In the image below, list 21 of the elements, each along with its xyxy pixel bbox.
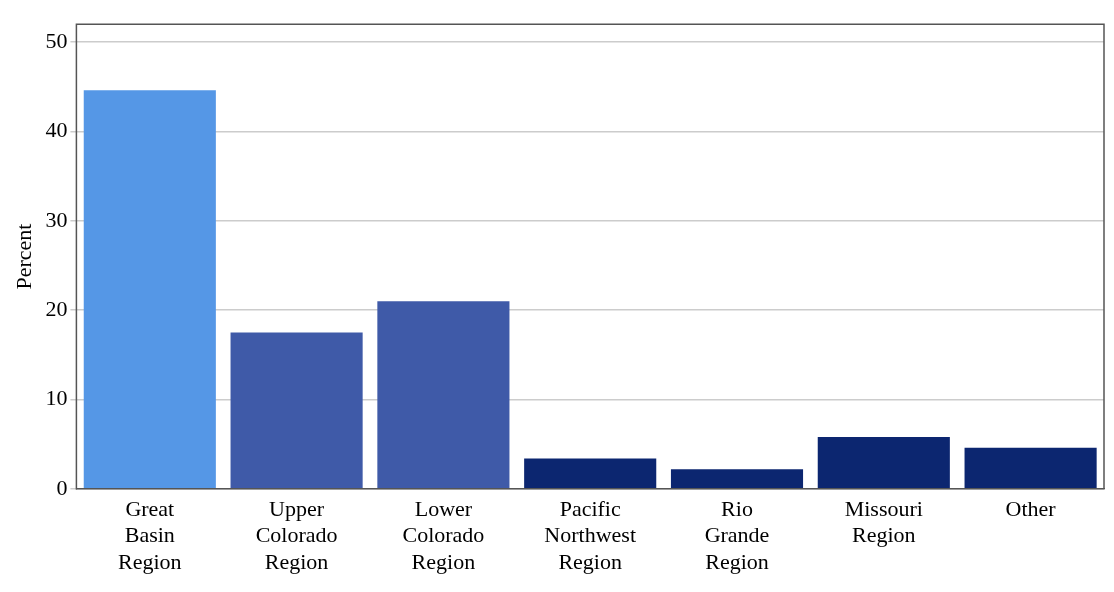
y-tick-label: 0 [56,474,68,500]
bar [230,332,363,489]
bar [964,447,1097,489]
bar [817,436,950,489]
bar [377,301,510,489]
y-tick-label: 10 [45,385,68,411]
y-axis-title: Percent [10,223,36,290]
y-tick-label: 40 [45,117,68,143]
x-tick-label: Upper Colorado Region [255,495,338,574]
x-tick-label: Missouri Region [844,495,923,548]
x-tick-label: Great Basin Region [118,495,182,574]
x-tick-label: Lower Colorado Region [402,495,485,574]
bar [524,458,657,489]
bar [83,90,216,489]
bar [670,469,804,489]
y-tick-label: 20 [45,295,68,321]
y-tick-label: 30 [45,206,68,232]
x-tick-label: Other [1005,495,1057,521]
x-tick-label: Pacific Northwest Region [544,495,637,574]
x-tick-label: Rio Grande Region [704,495,770,574]
y-tick-label: 50 [45,27,68,53]
